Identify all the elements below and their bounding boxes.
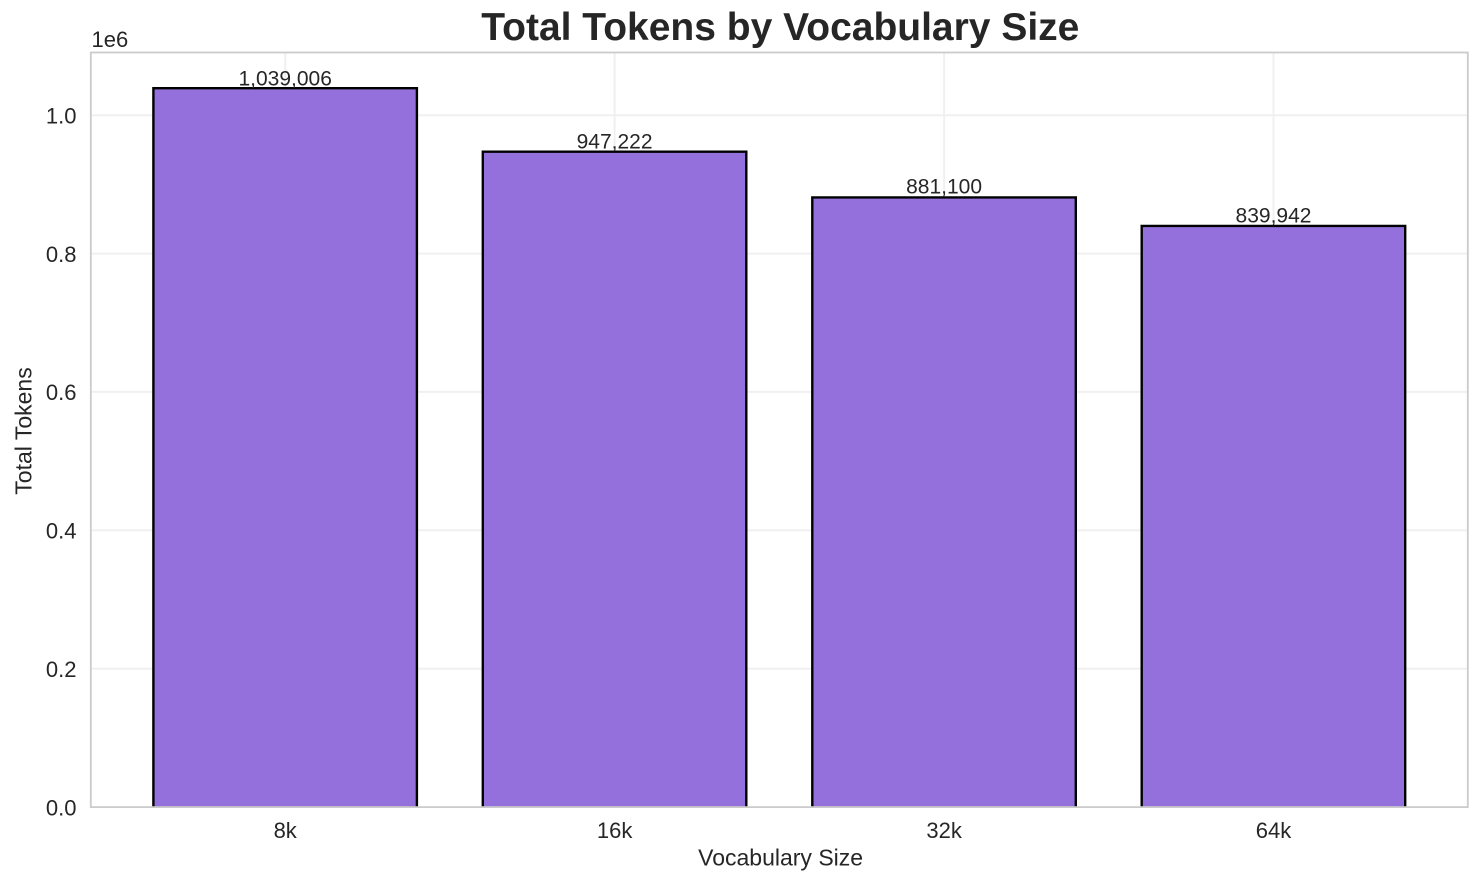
svg-text:0.0: 0.0	[46, 795, 77, 820]
svg-text:881,100: 881,100	[906, 176, 982, 199]
svg-text:839,942: 839,942	[1236, 204, 1312, 227]
svg-text:0.8: 0.8	[46, 242, 77, 267]
svg-text:1e6: 1e6	[92, 27, 129, 52]
svg-text:0.2: 0.2	[46, 657, 77, 682]
svg-text:Vocabulary Size: Vocabulary Size	[698, 845, 863, 871]
svg-text:1.0: 1.0	[46, 104, 77, 129]
svg-text:16k: 16k	[597, 818, 633, 843]
svg-text:0.6: 0.6	[46, 380, 77, 405]
svg-text:64k: 64k	[1256, 818, 1292, 843]
svg-text:32k: 32k	[926, 818, 962, 843]
svg-text:Total Tokens by Vocabulary Siz: Total Tokens by Vocabulary Size	[481, 6, 1079, 49]
svg-text:947,222: 947,222	[577, 131, 653, 154]
svg-text:0.4: 0.4	[46, 519, 77, 544]
svg-text:1,039,006: 1,039,006	[238, 67, 331, 90]
svg-text:Total Tokens: Total Tokens	[11, 367, 37, 494]
svg-text:8k: 8k	[274, 818, 298, 843]
